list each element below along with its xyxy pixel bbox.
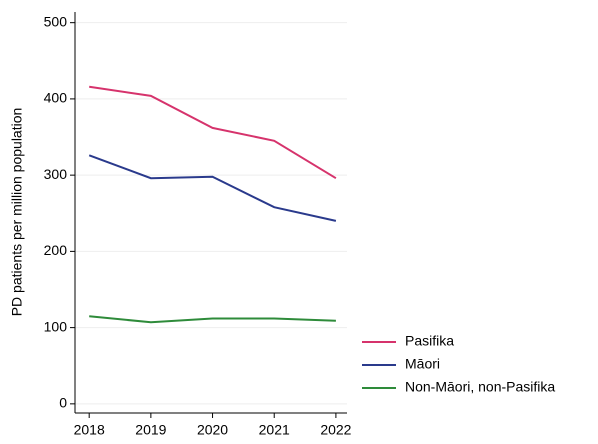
y-tick-label: 100 [44,318,68,334]
series-line [88,154,337,222]
y-tick-label: 400 [44,90,68,106]
series-line [89,315,336,324]
y-tick-label: 0 [59,395,67,411]
x-tick-label: 2020 [197,422,228,438]
legend-label: Māori [405,356,440,372]
y-axis-label: PD patients per million population [9,108,25,317]
legend-label: Non-Māori, non-Pasifika [405,379,555,395]
y-tick-label: 200 [44,242,68,258]
y-tick-label: 300 [44,166,68,182]
x-tick-label: 2019 [135,422,166,438]
legend-label: Pasifika [405,333,454,349]
x-tick-label: 2022 [320,422,351,438]
x-tick-label: 2021 [259,422,290,438]
series-line [89,85,337,180]
y-tick-label: 500 [44,13,68,29]
x-tick-label: 2018 [74,422,105,438]
